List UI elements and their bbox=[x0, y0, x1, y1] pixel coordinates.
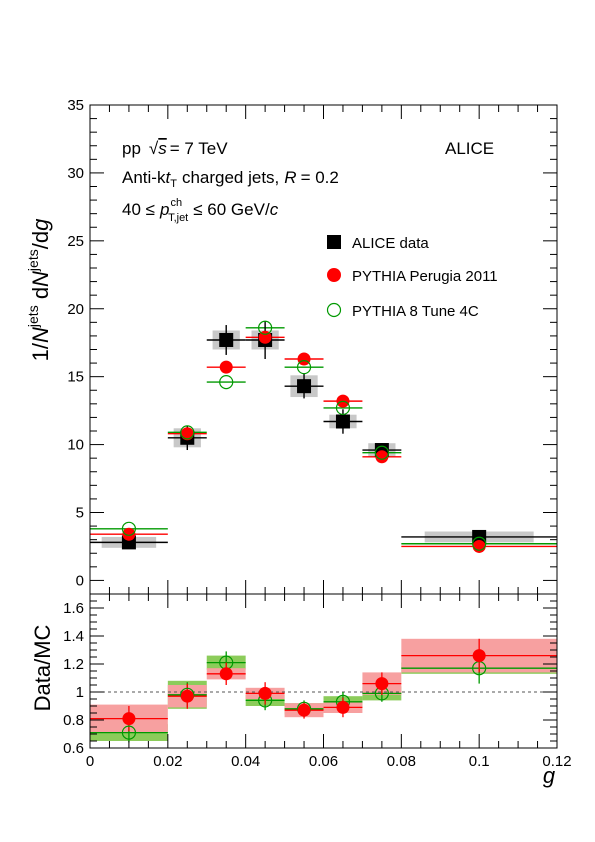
top-ytick-label: 30 bbox=[67, 165, 84, 182]
bottom-ytick-label: 1.6 bbox=[63, 600, 84, 617]
bottom-xtick-label: 0.04 bbox=[231, 753, 260, 770]
bottom-xlabel: g bbox=[543, 763, 556, 788]
ratio-perugia-point bbox=[375, 677, 389, 691]
pythia8-point bbox=[258, 320, 273, 335]
top-ytick-label: 5 bbox=[76, 505, 84, 522]
pythia8-point bbox=[121, 521, 137, 536]
top-ytick-label: 15 bbox=[67, 369, 84, 386]
bottom-panel-marks bbox=[90, 638, 557, 743]
annotation-pt-range: 40 ≤ pch T,jet ≤ 60 GeV/c bbox=[122, 197, 279, 224]
legend-marker-pythia8 bbox=[326, 302, 342, 318]
bottom-xtick-label: 0.1 bbox=[469, 753, 490, 770]
pythia8-point bbox=[180, 425, 195, 440]
top-ylabel: 1/Njets dNjets/dg bbox=[25, 218, 53, 361]
ratio-perugia-point bbox=[122, 712, 136, 726]
perugia-point bbox=[472, 539, 486, 553]
ratio-perugia-point bbox=[336, 700, 350, 714]
pythia8-point bbox=[335, 400, 351, 416]
ratio-perugia-point bbox=[472, 649, 486, 663]
bottom-xtick-label: 0.08 bbox=[387, 753, 416, 770]
bottom-panel-ticks: 0.6 0.8 1 1.2 1.4 1.6 0 0.02 0.04 0.06 0.08 0.1 0.12 bbox=[63, 593, 572, 770]
perugia-point bbox=[297, 352, 311, 366]
legend-marker-alice-data bbox=[327, 235, 341, 249]
bottom-ylabel: Data/MC bbox=[30, 624, 55, 711]
legend-label-alice-data: ALICE data bbox=[352, 235, 429, 252]
top-ytick-label: 35 bbox=[67, 97, 84, 114]
ratio-perugia-point bbox=[219, 667, 233, 681]
top-ytick-label: 10 bbox=[67, 437, 84, 454]
alice-data-point bbox=[297, 379, 312, 394]
bottom-ytick-label: 0.8 bbox=[63, 712, 84, 729]
top-ytick-label: 0 bbox=[76, 572, 84, 589]
legend-label-pythia8: PYTHIA 8 Tune 4C bbox=[352, 303, 479, 320]
bottom-panel-sys-bands bbox=[90, 638, 557, 741]
perugia-point bbox=[219, 360, 233, 374]
perugia-point bbox=[122, 527, 136, 541]
bottom-ytick-label: 1.4 bbox=[63, 628, 84, 645]
ratio-perugia-point bbox=[258, 686, 272, 700]
bottom-ytick-label: 0.6 bbox=[63, 740, 84, 757]
annotation-experiment: ALICE bbox=[445, 139, 494, 158]
perugia-point bbox=[180, 427, 194, 441]
legend-marker-perugia bbox=[327, 268, 341, 282]
annotation-jet-definition: Anti-ktT charged jets, R = 0.2 bbox=[122, 168, 339, 190]
legend: ALICE data PYTHIA Perugia 2011 PYTHIA 8 … bbox=[326, 235, 498, 320]
bottom-xtick-label: 0 bbox=[86, 753, 94, 770]
alice-data-point bbox=[335, 414, 350, 429]
pythia8-point bbox=[374, 445, 389, 460]
bottom-ytick-label: 1 bbox=[76, 684, 84, 701]
legend-label-perugia: PYTHIA Perugia 2011 bbox=[352, 268, 498, 285]
bottom-xtick-label: 0.12 bbox=[542, 753, 571, 770]
ratio-perugia-point bbox=[180, 689, 194, 703]
ratio-pythia8-point bbox=[121, 725, 137, 740]
top-ytick-label: 25 bbox=[67, 233, 84, 250]
ratio-perugia-point bbox=[297, 703, 311, 717]
annotation-energy: pp √s = 7 TeV bbox=[122, 139, 228, 158]
pythia8-point bbox=[296, 360, 312, 375]
top-panel-marks bbox=[90, 320, 557, 553]
pythia8-point bbox=[219, 375, 234, 390]
top-ytick-label: 20 bbox=[67, 301, 84, 318]
top-panel-ticks: 0 5 10 15 20 25 30 35 bbox=[67, 97, 558, 595]
pythia8-point bbox=[472, 536, 487, 551]
alice-data-point bbox=[219, 332, 234, 347]
bottom-ytick-label: 1.2 bbox=[63, 656, 84, 673]
bottom-xtick-label: 0.06 bbox=[309, 753, 338, 770]
top-panel-sys-bands bbox=[101, 330, 534, 548]
perugia-point bbox=[375, 450, 389, 464]
bottom-xtick-label: 0.02 bbox=[153, 753, 182, 770]
